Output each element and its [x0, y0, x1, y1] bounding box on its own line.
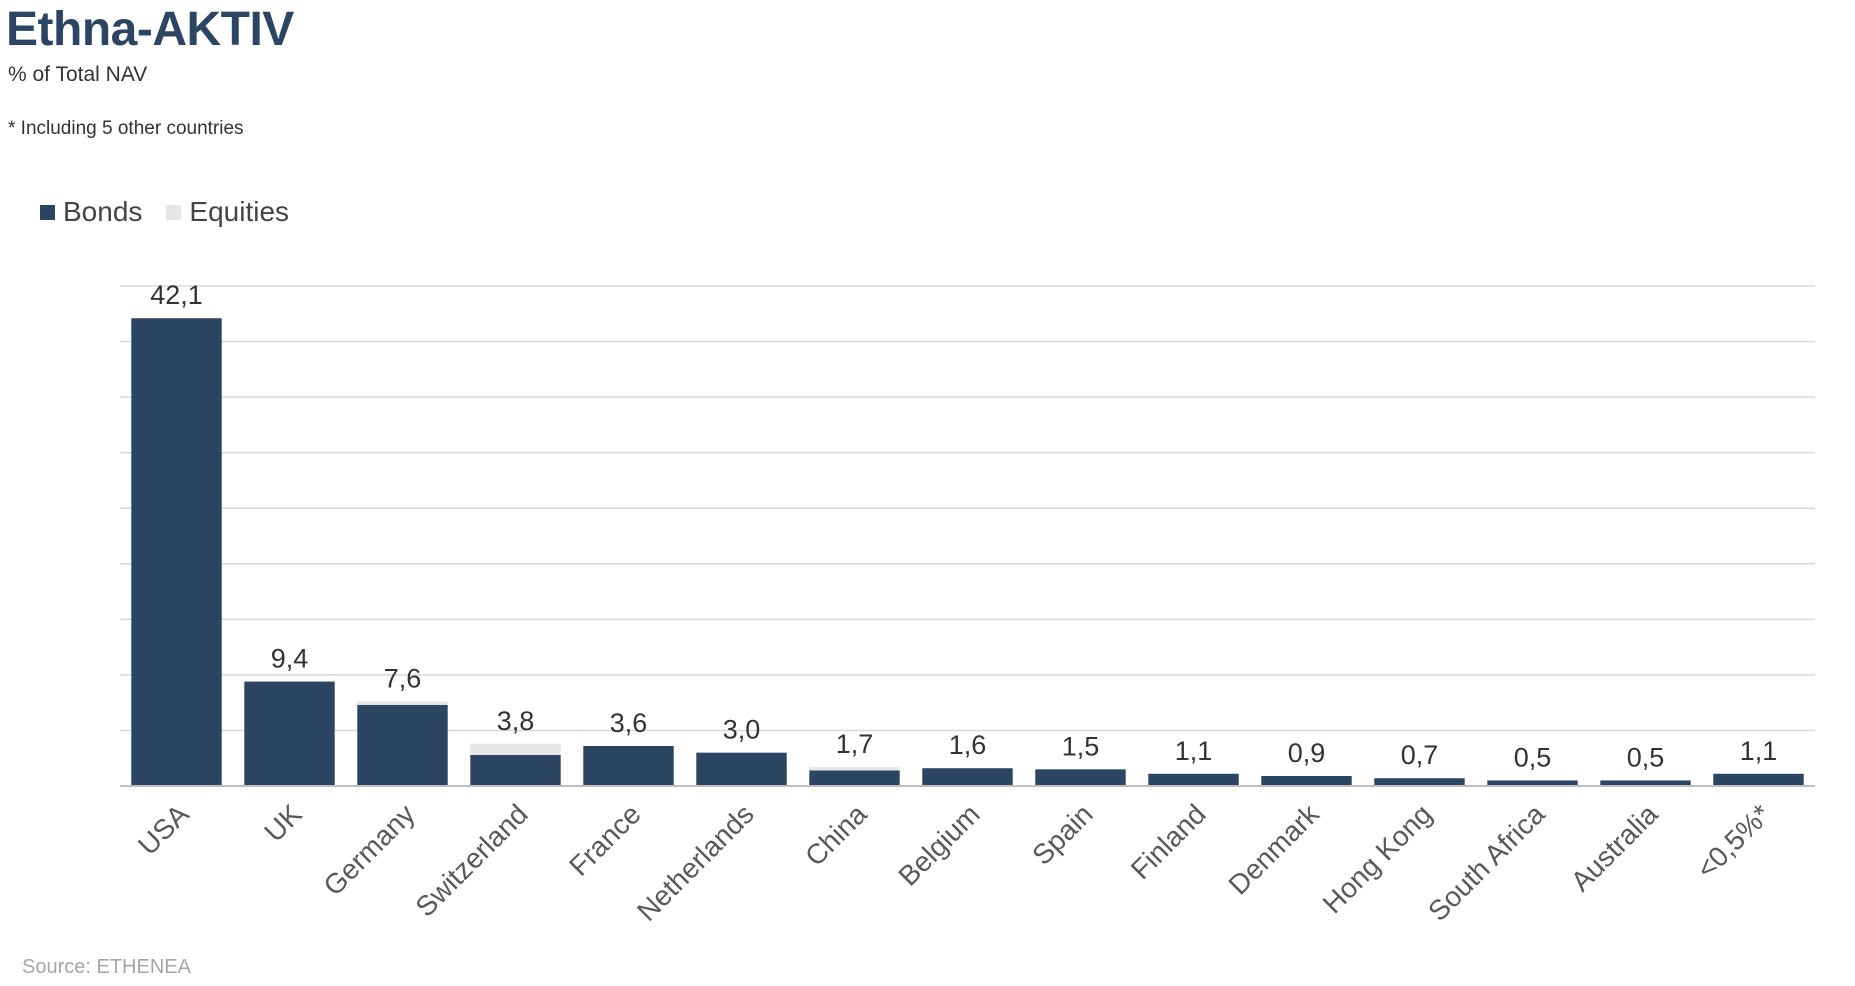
- data-label: 7,6: [384, 664, 422, 694]
- bar-bonds: [809, 770, 900, 786]
- bar-bonds: [1261, 776, 1352, 786]
- x-tick-label: Finland: [1125, 798, 1212, 885]
- bar-bonds: [922, 768, 1013, 786]
- bar-equities: [357, 701, 448, 705]
- chart-legend: Bonds Equities: [40, 196, 313, 228]
- bar-bonds: [1487, 780, 1578, 786]
- bar-bonds: [1374, 778, 1465, 786]
- data-label: 0,9: [1288, 738, 1326, 768]
- data-label: 1,5: [1062, 731, 1100, 761]
- x-tick-label: Hong Kong: [1317, 798, 1438, 919]
- source-note: Source: ETHENEA: [22, 956, 191, 978]
- x-tick-label: Australia: [1565, 798, 1664, 897]
- chart-title: Ethna-AKTIV: [6, 3, 294, 56]
- x-tick-label: Spain: [1026, 798, 1099, 871]
- bar-bonds: [1600, 780, 1691, 786]
- data-label: 1,6: [949, 730, 987, 760]
- legend-label-bonds: Bonds: [63, 196, 143, 227]
- x-tick-label: <0,5%*: [1690, 798, 1776, 884]
- x-tick-label: Netherlands: [631, 798, 760, 927]
- data-label: 3,8: [497, 706, 535, 736]
- x-tick-label: France: [563, 798, 647, 882]
- data-label: 1,7: [836, 729, 874, 759]
- bar-equities: [809, 767, 900, 771]
- data-label: 0,5: [1627, 742, 1665, 772]
- legend-swatch-equities: [166, 204, 182, 220]
- chart-subtitle: % of Total NAV: [8, 63, 148, 86]
- bar-bonds: [1035, 769, 1126, 786]
- x-tick-label: Germany: [317, 798, 420, 901]
- data-label: 3,6: [610, 708, 648, 738]
- x-tick-label: UK: [258, 798, 308, 848]
- x-tick-label: China: [799, 798, 873, 872]
- x-tick-label: Denmark: [1222, 798, 1325, 901]
- x-tick-label: South Africa: [1422, 798, 1551, 927]
- x-tick-label: Switzerland: [409, 798, 533, 922]
- chart-footnote: * Including 5 other countries: [8, 118, 244, 139]
- data-label: 3,0: [723, 715, 761, 745]
- data-label: 42,1: [150, 280, 203, 310]
- data-label: 1,1: [1175, 736, 1213, 766]
- legend-swatch-bonds: [40, 204, 55, 220]
- bar-bonds: [1148, 773, 1239, 786]
- legend-item-bonds: Bonds: [40, 196, 142, 228]
- x-tick-label: USA: [132, 798, 195, 861]
- data-label: 1,1: [1740, 736, 1778, 766]
- bar-bonds: [1713, 773, 1804, 786]
- legend-label-equities: Equities: [189, 196, 290, 227]
- bar-bonds: [696, 752, 787, 786]
- bar-bonds: [244, 681, 335, 786]
- bar-bonds: [357, 704, 448, 786]
- bar-equities: [470, 743, 561, 755]
- bar-bonds: [131, 318, 222, 786]
- data-label: 0,5: [1514, 742, 1552, 772]
- x-tick-label: Belgium: [892, 798, 985, 891]
- data-label: 0,7: [1401, 740, 1439, 770]
- bar-bonds: [470, 754, 561, 786]
- data-label: 9,4: [271, 644, 309, 674]
- bar-bonds: [583, 746, 674, 786]
- legend-item-equities: Equities: [166, 196, 289, 228]
